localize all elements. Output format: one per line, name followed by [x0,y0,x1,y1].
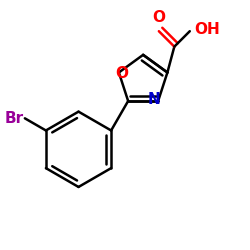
Text: O: O [152,10,165,25]
Text: Br: Br [4,111,24,126]
Text: O: O [115,66,128,81]
Text: N: N [148,92,161,107]
Text: OH: OH [194,22,220,38]
